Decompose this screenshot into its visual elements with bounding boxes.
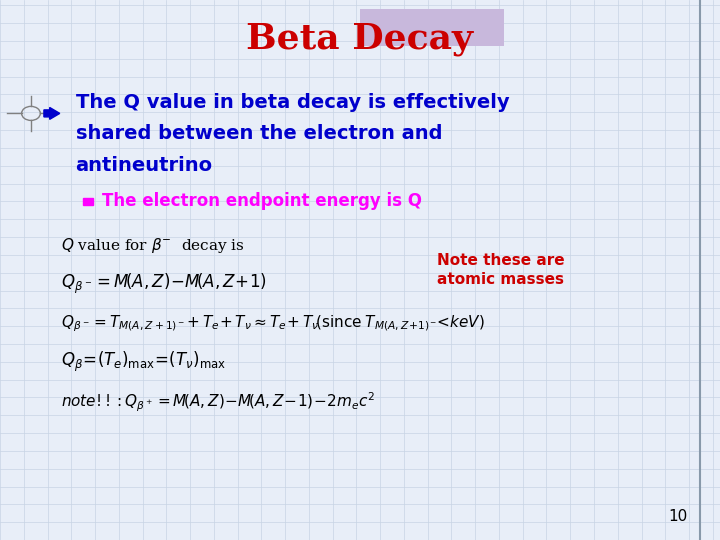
Text: $Q_{\beta^-} = M\!\left(A,Z\right)\!-\!M\!\left(A,Z\!+\!1\right)$: $Q_{\beta^-} = M\!\left(A,Z\right)\!-\!M…: [61, 272, 267, 295]
Text: $Q_{\beta^-} = T_{M(A,Z+1)^-}\!+T_e\!+T_\nu \approx T_e\!+T_\nu$$\!\left(\mathrm: $Q_{\beta^-} = T_{M(A,Z+1)^-}\!+T_e\!+T_…: [61, 314, 485, 334]
FancyArrow shape: [44, 107, 60, 119]
Bar: [83, 198, 93, 205]
Text: Beta Decay: Beta Decay: [246, 22, 474, 56]
Text: Note these are
atomic masses: Note these are atomic masses: [436, 253, 564, 287]
Text: The Q value in beta decay is effectively: The Q value in beta decay is effectively: [76, 93, 509, 112]
Text: $\mathit{note}!!: Q_{\beta^+} = M\!\left(A,Z\right)\!-\!M\!\left(A,Z\!-\!1\right: $\mathit{note}!!: Q_{\beta^+} = M\!\left…: [61, 390, 375, 414]
FancyBboxPatch shape: [360, 9, 504, 46]
Text: shared between the electron and: shared between the electron and: [76, 124, 442, 144]
Text: antineutrino: antineutrino: [76, 156, 212, 175]
Text: 10: 10: [668, 509, 688, 524]
Text: $Q$ value for $\beta^{-}$  decay is: $Q$ value for $\beta^{-}$ decay is: [61, 236, 245, 255]
Text: The electron endpoint energy is Q: The electron endpoint energy is Q: [102, 192, 421, 211]
Text: $Q_{\beta}\!=\!\left(T_e\right)_{\mathrm{max}}\!=\!\left(T_\nu\right)_{\mathrm{m: $Q_{\beta}\!=\!\left(T_e\right)_{\mathrm…: [61, 350, 226, 374]
